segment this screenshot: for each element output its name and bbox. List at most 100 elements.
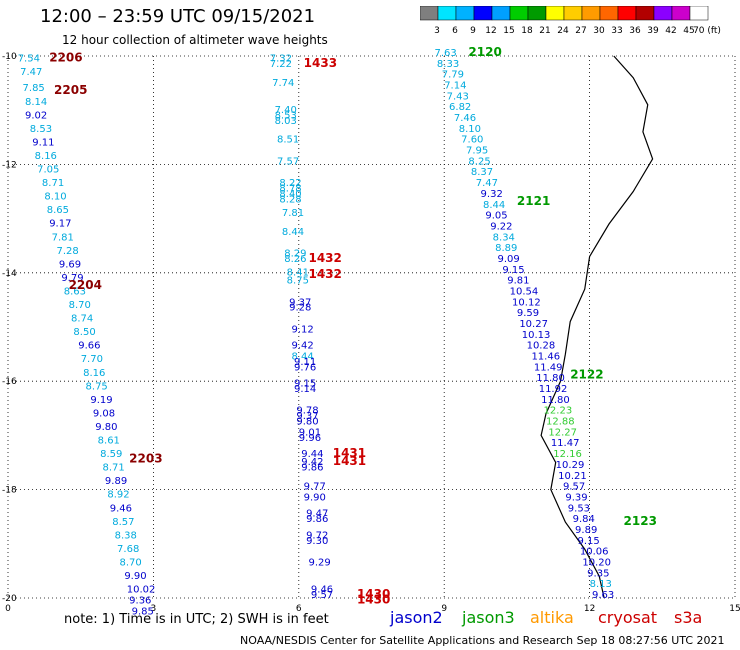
- data-point: 9.02: [25, 110, 47, 121]
- data-point: 10.13: [522, 330, 551, 341]
- colorbar-label: 42: [665, 26, 676, 36]
- data-point: 8.33: [437, 59, 459, 70]
- data-point: 12.27: [548, 427, 577, 438]
- data-point: 9.28: [289, 303, 311, 314]
- data-point: 9.30: [306, 536, 328, 547]
- data-point: 7.54: [18, 53, 40, 64]
- data-point: 11.80: [536, 373, 565, 384]
- data-point: 7.05: [37, 165, 59, 176]
- data-point: 8.57: [112, 517, 134, 528]
- data-point: 10.27: [519, 319, 548, 330]
- x-tick-label: 9: [441, 604, 447, 614]
- footer-credit: NOAA/NESDIS Center for Satellite Applica…: [240, 634, 725, 647]
- data-point: 9.78: [296, 406, 318, 417]
- notes-text: note: 1) Time is in UTC; 2) SWH is in fe…: [64, 612, 329, 627]
- pass-label: 1430: [357, 592, 390, 606]
- data-point: 8.13: [590, 579, 612, 590]
- y-tick-label: -16: [2, 377, 17, 387]
- data-point: 9.47: [306, 509, 328, 520]
- data-point: 9.15: [502, 265, 524, 276]
- data-point: 10.20: [582, 557, 611, 568]
- data-point: 9.29: [308, 557, 330, 568]
- data-point: 8.26: [284, 254, 306, 265]
- data-point: 9.89: [105, 476, 127, 487]
- pass-label: 1432: [308, 267, 341, 281]
- data-point: 7.63: [435, 48, 457, 59]
- data-point: 9.12: [292, 324, 314, 335]
- data-point: 8.41: [287, 268, 309, 279]
- data-point: 8.75: [86, 381, 108, 392]
- colorbar-label: 9: [470, 26, 476, 36]
- data-point: 9.90: [304, 492, 326, 503]
- data-point: 10.06: [580, 547, 609, 558]
- data-point: 7.81: [282, 208, 304, 219]
- data-point: 7.28: [56, 246, 78, 257]
- data-point: 8.22: [279, 178, 301, 189]
- data-point: 11.92: [539, 384, 568, 395]
- data-point: 9.96: [299, 433, 321, 444]
- x-tick-label: 6: [296, 604, 302, 614]
- data-point: 9.86: [306, 514, 328, 525]
- data-point: 8.10: [459, 124, 481, 135]
- data-point: 8.63: [64, 286, 86, 297]
- data-point: 9.15: [577, 536, 599, 547]
- data-point: 8.38: [115, 530, 137, 541]
- data-point: 8.03: [275, 116, 297, 127]
- data-point: 10.29: [556, 460, 585, 471]
- data-point: 11.49: [534, 362, 563, 373]
- data-point: 9.05: [485, 211, 507, 222]
- colorbar-label: 36: [629, 26, 641, 36]
- colorbar-label: 3: [434, 26, 440, 36]
- data-point: 7.22: [270, 59, 292, 70]
- data-point: 9.22: [490, 221, 512, 232]
- data-point: 8.75: [287, 276, 309, 287]
- data-point: 10.28: [527, 341, 556, 352]
- data-point: 8.92: [107, 490, 129, 501]
- data-point: 8.29: [284, 249, 306, 260]
- y-tick-label: -12: [2, 160, 17, 170]
- data-point: 9.01: [299, 427, 321, 438]
- data-point: 9.84: [573, 514, 595, 525]
- data-point: 8.70: [69, 300, 91, 311]
- data-point: 8.25: [468, 156, 490, 167]
- data-point: 9.11: [32, 137, 54, 148]
- data-point: 10.02: [127, 585, 156, 596]
- data-point: 8.71: [103, 463, 125, 474]
- data-point: 9.42: [301, 457, 323, 468]
- data-point: 8.71: [42, 178, 64, 189]
- y-tick-label: -20: [2, 594, 17, 604]
- data-point: 7.68: [117, 544, 139, 555]
- pass-label: 2120: [468, 45, 501, 59]
- data-point: 9.72: [306, 530, 328, 541]
- data-point: 8.70: [119, 557, 141, 568]
- data-point: 8.51: [277, 135, 299, 146]
- data-point: 9.80: [296, 417, 318, 428]
- data-point: 8.89: [495, 243, 517, 254]
- data-point: 8.28: [279, 194, 301, 205]
- pass-label: 2121: [517, 194, 550, 208]
- data-point: 9.37: [296, 411, 318, 422]
- data-point: 9.32: [481, 189, 503, 200]
- data-point: 9.37: [289, 297, 311, 308]
- data-point: 9.69: [59, 259, 81, 270]
- data-point: 11.46: [531, 352, 560, 363]
- coastline: [540, 55, 654, 599]
- colorbar-label: 6: [452, 26, 458, 36]
- pass-label: 2122: [570, 367, 603, 381]
- data-point: 10.54: [510, 286, 539, 297]
- data-point: 9.57: [563, 482, 585, 493]
- data-point: 7.81: [52, 232, 74, 243]
- y-tick-label: -18: [2, 486, 17, 496]
- colorbar-swatch: [689, 6, 709, 21]
- pass-label: 2205: [54, 83, 87, 97]
- colorbar-label: 30: [593, 26, 605, 36]
- data-point: 9.11: [294, 357, 316, 368]
- x-tick-label: 15: [729, 604, 740, 614]
- colorbar-label: 39: [647, 26, 659, 36]
- data-point: 9.46: [311, 585, 333, 596]
- colorbar-label: 21: [539, 26, 550, 36]
- data-point: 8.44: [282, 227, 304, 238]
- data-point: 9.81: [507, 276, 529, 287]
